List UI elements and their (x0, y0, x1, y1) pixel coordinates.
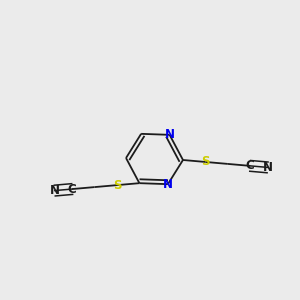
Text: N: N (165, 128, 175, 141)
Text: N: N (163, 178, 173, 191)
Text: C: C (68, 183, 76, 196)
Text: C: C (246, 159, 255, 172)
Text: N: N (262, 161, 273, 174)
Text: S: S (201, 155, 210, 169)
Text: N: N (50, 184, 60, 197)
Text: S: S (113, 178, 121, 192)
